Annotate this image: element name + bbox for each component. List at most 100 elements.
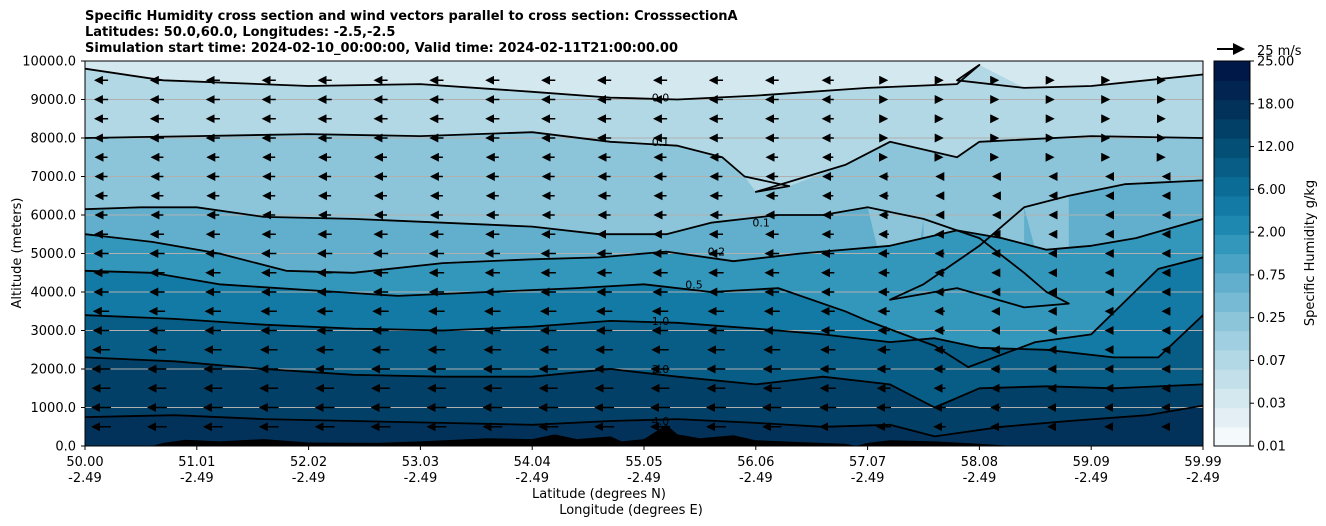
y-axis: 0.0 1000.0 2000.0 3000.0 4000.0 5000.0 6000.0 7… xyxy=(22,55,85,455)
colorbar-tick-label: 18.00 xyxy=(1257,97,1294,112)
contour-label: 0.5 xyxy=(685,278,703,291)
contour-label: 1.0 xyxy=(652,315,670,328)
x-tick-lon: -2.49 xyxy=(851,471,885,486)
x-tick-lon: -2.49 xyxy=(404,471,438,486)
colorbar-swatch xyxy=(1214,426,1250,447)
colorbar-tick-label: 0.01 xyxy=(1257,440,1286,455)
colorbar-swatch xyxy=(1214,311,1250,332)
colorbar-swatch xyxy=(1214,138,1250,158)
x-tick-lat: 58.08 xyxy=(961,455,998,470)
contour-label: 0.2 xyxy=(708,246,726,259)
x-tick-lon: -2.49 xyxy=(627,471,661,486)
x-axis-label-1: Latitude (degrees N) xyxy=(532,487,666,502)
colorbar-swatch xyxy=(1214,157,1250,178)
colorbar-swatch xyxy=(1214,349,1250,370)
x-tick-lon: -2.49 xyxy=(68,471,102,486)
contour-label: 0.0 xyxy=(652,92,670,105)
terrain xyxy=(85,424,1203,446)
x-axis: 50.00-2.4951.01-2.4952.02-2.4953.03-2.49… xyxy=(66,446,1222,486)
y-tick-label: 3000.0 xyxy=(31,324,77,339)
colorbar-swatch xyxy=(1214,330,1250,351)
colorbar-swatch xyxy=(1214,234,1250,255)
contour-line-2.0 xyxy=(85,356,1203,409)
colorbar-swatch xyxy=(1214,292,1250,312)
y-tick-label: 7000.0 xyxy=(31,170,77,185)
x-tick-lat: 51.01 xyxy=(178,455,215,470)
colorbar-swatch xyxy=(1214,195,1250,216)
y-tick-label: 0.0 xyxy=(55,440,76,455)
contour-label-bg xyxy=(698,216,724,230)
wind-key-label: 25 m/s xyxy=(1257,44,1302,59)
colorbar-swatch xyxy=(1214,61,1250,81)
colorbar: 0.01 0.03 0.07 0.25 0.75 2.00 6.00 12.00 18.00 25… xyxy=(1213,55,1294,455)
chart-title: Specific Humidity cross section and wind… xyxy=(85,9,738,57)
x-tick-lon: -2.49 xyxy=(739,471,773,486)
colorbar-swatch xyxy=(1214,215,1250,235)
x-tick-lon: -2.49 xyxy=(963,471,997,486)
y-tick-label: 6000.0 xyxy=(31,209,77,224)
contour-line-0.5 xyxy=(85,256,1203,368)
contour-line-0.0 xyxy=(85,64,1203,101)
colorbar-tick-label: 0.25 xyxy=(1257,311,1286,326)
title-line-3: Simulation start time: 2024-02-10_00:00:… xyxy=(85,41,678,56)
contour-label-bg xyxy=(631,277,657,291)
title-line-1: Specific Humidity cross section and wind… xyxy=(85,9,738,24)
x-tick-lat: 50.00 xyxy=(66,455,103,470)
colorbar-swatch xyxy=(1214,369,1250,389)
x-tick-lat: 52.02 xyxy=(290,455,327,470)
x-tick-lat: 57.07 xyxy=(849,455,886,470)
contour-label-bg xyxy=(597,91,623,105)
contour-line-4.0 xyxy=(85,404,1203,438)
colorbar-swatch xyxy=(1214,407,1250,428)
x-tick-lon: -2.49 xyxy=(1186,471,1220,486)
colorbar-tick-label: 0.75 xyxy=(1257,268,1286,283)
fill-band-4.0 xyxy=(85,405,1203,446)
x-tick-lat: 59.09 xyxy=(1073,455,1110,470)
colorbar-tick-label: 6.00 xyxy=(1257,183,1286,198)
y-axis-label: Altitude (meters) xyxy=(10,198,25,309)
y-tick-label: 2000.0 xyxy=(31,363,77,378)
colorbar-label: Specific Humidity g/kg xyxy=(1303,180,1318,326)
colorbar-tick-label: 0.07 xyxy=(1257,354,1286,369)
contour-line-0.1 xyxy=(85,179,1203,309)
colorbar-tick-label: 25.00 xyxy=(1257,55,1294,70)
colorbar-swatch xyxy=(1214,99,1250,120)
x-tick-lon: -2.49 xyxy=(1074,471,1108,486)
contour-label-bg xyxy=(597,414,623,428)
colorbar-swatch xyxy=(1214,253,1250,274)
contour-label-bg xyxy=(597,314,623,328)
y-tick-label: 9000.0 xyxy=(31,93,77,108)
y-tick-label: 5000.0 xyxy=(31,247,77,262)
contour-line-0.1 xyxy=(85,131,1203,193)
x-tick-lat: 53.03 xyxy=(402,455,439,470)
colorbar-tick-label: 0.03 xyxy=(1257,397,1286,412)
y-tick-label: 8000.0 xyxy=(31,132,77,147)
x-axis-label-2: Longitude (degrees E) xyxy=(559,503,703,518)
y-tick-label: 1000.0 xyxy=(31,401,77,416)
title-line-2: Latitudes: 50.0,60.0, Longitudes: -2.5,-… xyxy=(85,25,396,40)
colorbar-swatch xyxy=(1214,80,1250,101)
contour-label-bg xyxy=(653,245,679,259)
colorbar-swatch xyxy=(1214,118,1250,139)
terrain-profile xyxy=(85,424,1203,446)
y-tick-label: 10000.0 xyxy=(22,55,76,70)
colorbar-tick-label: 2.00 xyxy=(1257,226,1286,241)
x-tick-lat: 59.99 xyxy=(1184,455,1221,470)
colorbar-swatch xyxy=(1214,272,1250,293)
x-tick-lat: 54.04 xyxy=(514,455,551,470)
colorbar-frame xyxy=(1213,60,1251,447)
x-tick-lat: 56.06 xyxy=(737,455,774,470)
wind-vectors xyxy=(91,75,1171,432)
colorbar-swatch xyxy=(1214,388,1250,409)
x-tick-lon: -2.49 xyxy=(292,471,326,486)
x-tick-lat: 55.05 xyxy=(625,455,662,470)
contour-label-bg xyxy=(597,135,623,149)
y-tick-label: 4000.0 xyxy=(31,286,77,301)
x-tick-lon: -2.49 xyxy=(180,471,214,486)
wind-key: 25 m/s xyxy=(1217,43,1302,59)
contour-label: 0.1 xyxy=(752,217,770,230)
x-tick-lon: -2.49 xyxy=(515,471,549,486)
colorbar-swatch xyxy=(1214,176,1250,197)
colorbar-tick-label: 12.00 xyxy=(1257,140,1294,155)
